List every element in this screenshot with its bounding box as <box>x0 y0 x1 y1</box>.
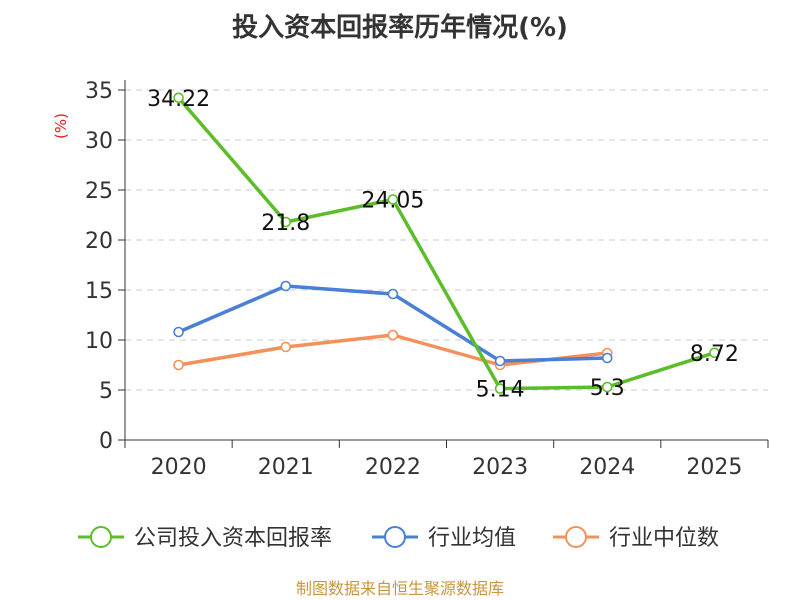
data-label-2022: 24.05 <box>361 189 424 214</box>
data-point-2-2021 <box>280 341 292 353</box>
source-note: 制图数据来自恒生聚源数据库 <box>296 579 504 598</box>
data-label-2020: 34.22 <box>147 87 210 112</box>
data-point-0-2022 <box>387 194 399 205</box>
data-labels: 34.22 21.8 24.05 5.14 5.3 8.72 <box>147 87 739 403</box>
data-point-1-2020 <box>173 326 184 338</box>
x-tick-label-2023: 2023 <box>472 455 528 480</box>
x-tick-label-2020: 2020 <box>151 455 207 480</box>
legend-item-0: 公司投入资本回报率 <box>78 526 332 551</box>
legend-marker <box>90 526 112 548</box>
x-tick-label-2022: 2022 <box>365 455 421 480</box>
legend-label: 行业均值 <box>428 526 516 551</box>
y-tick-label-10: 10 <box>85 329 113 354</box>
y-tick-label-25: 25 <box>85 179 113 204</box>
y-tick-label-35: 35 <box>85 79 113 104</box>
data-label-2025: 8.72 <box>690 342 739 367</box>
data-point-1-2024 <box>601 352 613 364</box>
y-tick-label-0: 0 <box>99 429 113 454</box>
data-point-1-2023 <box>494 355 506 367</box>
data-point-2-2022 <box>387 329 399 341</box>
chart-title: 投入资本回报率历年情况(%) <box>232 12 568 43</box>
legend-marker <box>384 526 406 548</box>
legend-item-1: 行业均值 <box>372 526 516 551</box>
legend-label: 行业中位数 <box>609 526 719 551</box>
data-point-1-2021 <box>280 280 292 292</box>
data-label-2024: 5.3 <box>590 376 625 401</box>
data-point-2-2020 <box>173 359 184 371</box>
data-point-0-2020 <box>173 92 184 104</box>
x-tick-label-2025: 2025 <box>686 455 742 480</box>
y-tick-label-20: 20 <box>85 229 113 254</box>
legend-marker <box>565 526 587 548</box>
y-tick-label-15: 15 <box>85 279 113 304</box>
series-line-0 <box>177 96 715 391</box>
series-lines <box>173 92 720 394</box>
x-tick-label-2024: 2024 <box>579 455 635 480</box>
data-point-0-2023 <box>494 383 506 394</box>
y-tick-label-5: 5 <box>99 379 113 404</box>
x-tick-label-2021: 2021 <box>258 455 314 480</box>
data-label-2023: 5.14 <box>476 378 525 403</box>
data-point-0-2024 <box>601 381 613 393</box>
legend-item-2: 行业中位数 <box>553 526 719 551</box>
legend: 公司投入资本回报率 行业均值 行业中位数 <box>78 526 719 551</box>
legend-label: 公司投入资本回报率 <box>134 526 332 551</box>
data-point-0-2025 <box>709 347 720 359</box>
y-axis-label: (%) <box>52 113 70 139</box>
data-point-0-2021 <box>280 216 292 228</box>
y-tick-label-30: 30 <box>85 129 113 154</box>
data-label-2021: 21.8 <box>261 211 310 236</box>
gridlines <box>125 89 768 391</box>
data-point-1-2022 <box>387 288 399 300</box>
